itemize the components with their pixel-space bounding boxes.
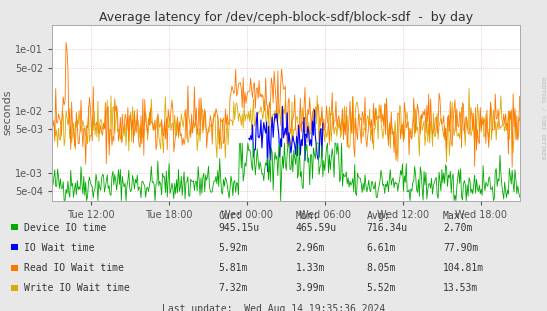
Text: 465.59u: 465.59u: [295, 223, 336, 233]
Text: 2.70m: 2.70m: [443, 223, 473, 233]
Text: 13.53m: 13.53m: [443, 283, 478, 293]
Y-axis label: seconds: seconds: [2, 90, 12, 136]
Text: 5.92m: 5.92m: [219, 243, 248, 253]
Text: Avg:: Avg:: [366, 211, 390, 221]
Text: 5.52m: 5.52m: [366, 283, 396, 293]
Text: Cur:: Cur:: [219, 211, 242, 221]
Text: 104.81m: 104.81m: [443, 263, 484, 273]
Text: Device IO time: Device IO time: [24, 223, 106, 233]
Text: 7.32m: 7.32m: [219, 283, 248, 293]
Text: IO Wait time: IO Wait time: [24, 243, 94, 253]
Text: 5.81m: 5.81m: [219, 263, 248, 273]
Text: 8.05m: 8.05m: [366, 263, 396, 273]
Text: 2.96m: 2.96m: [295, 243, 325, 253]
Text: Max:: Max:: [443, 211, 467, 221]
Text: Write IO Wait time: Write IO Wait time: [24, 283, 129, 293]
Text: RRDTOOL / TOBI OETIKER: RRDTOOL / TOBI OETIKER: [541, 77, 546, 160]
Text: 6.61m: 6.61m: [366, 243, 396, 253]
Text: Min:: Min:: [295, 211, 319, 221]
Text: 945.15u: 945.15u: [219, 223, 260, 233]
Title: Average latency for /dev/ceph-block-sdf/block-sdf  -  by day: Average latency for /dev/ceph-block-sdf/…: [99, 11, 473, 24]
Text: Last update:  Wed Aug 14 19:35:36 2024: Last update: Wed Aug 14 19:35:36 2024: [162, 304, 385, 311]
Text: 3.99m: 3.99m: [295, 283, 325, 293]
Text: 77.90m: 77.90m: [443, 243, 478, 253]
Text: 1.33m: 1.33m: [295, 263, 325, 273]
Text: Read IO Wait time: Read IO Wait time: [24, 263, 124, 273]
Text: 716.34u: 716.34u: [366, 223, 408, 233]
